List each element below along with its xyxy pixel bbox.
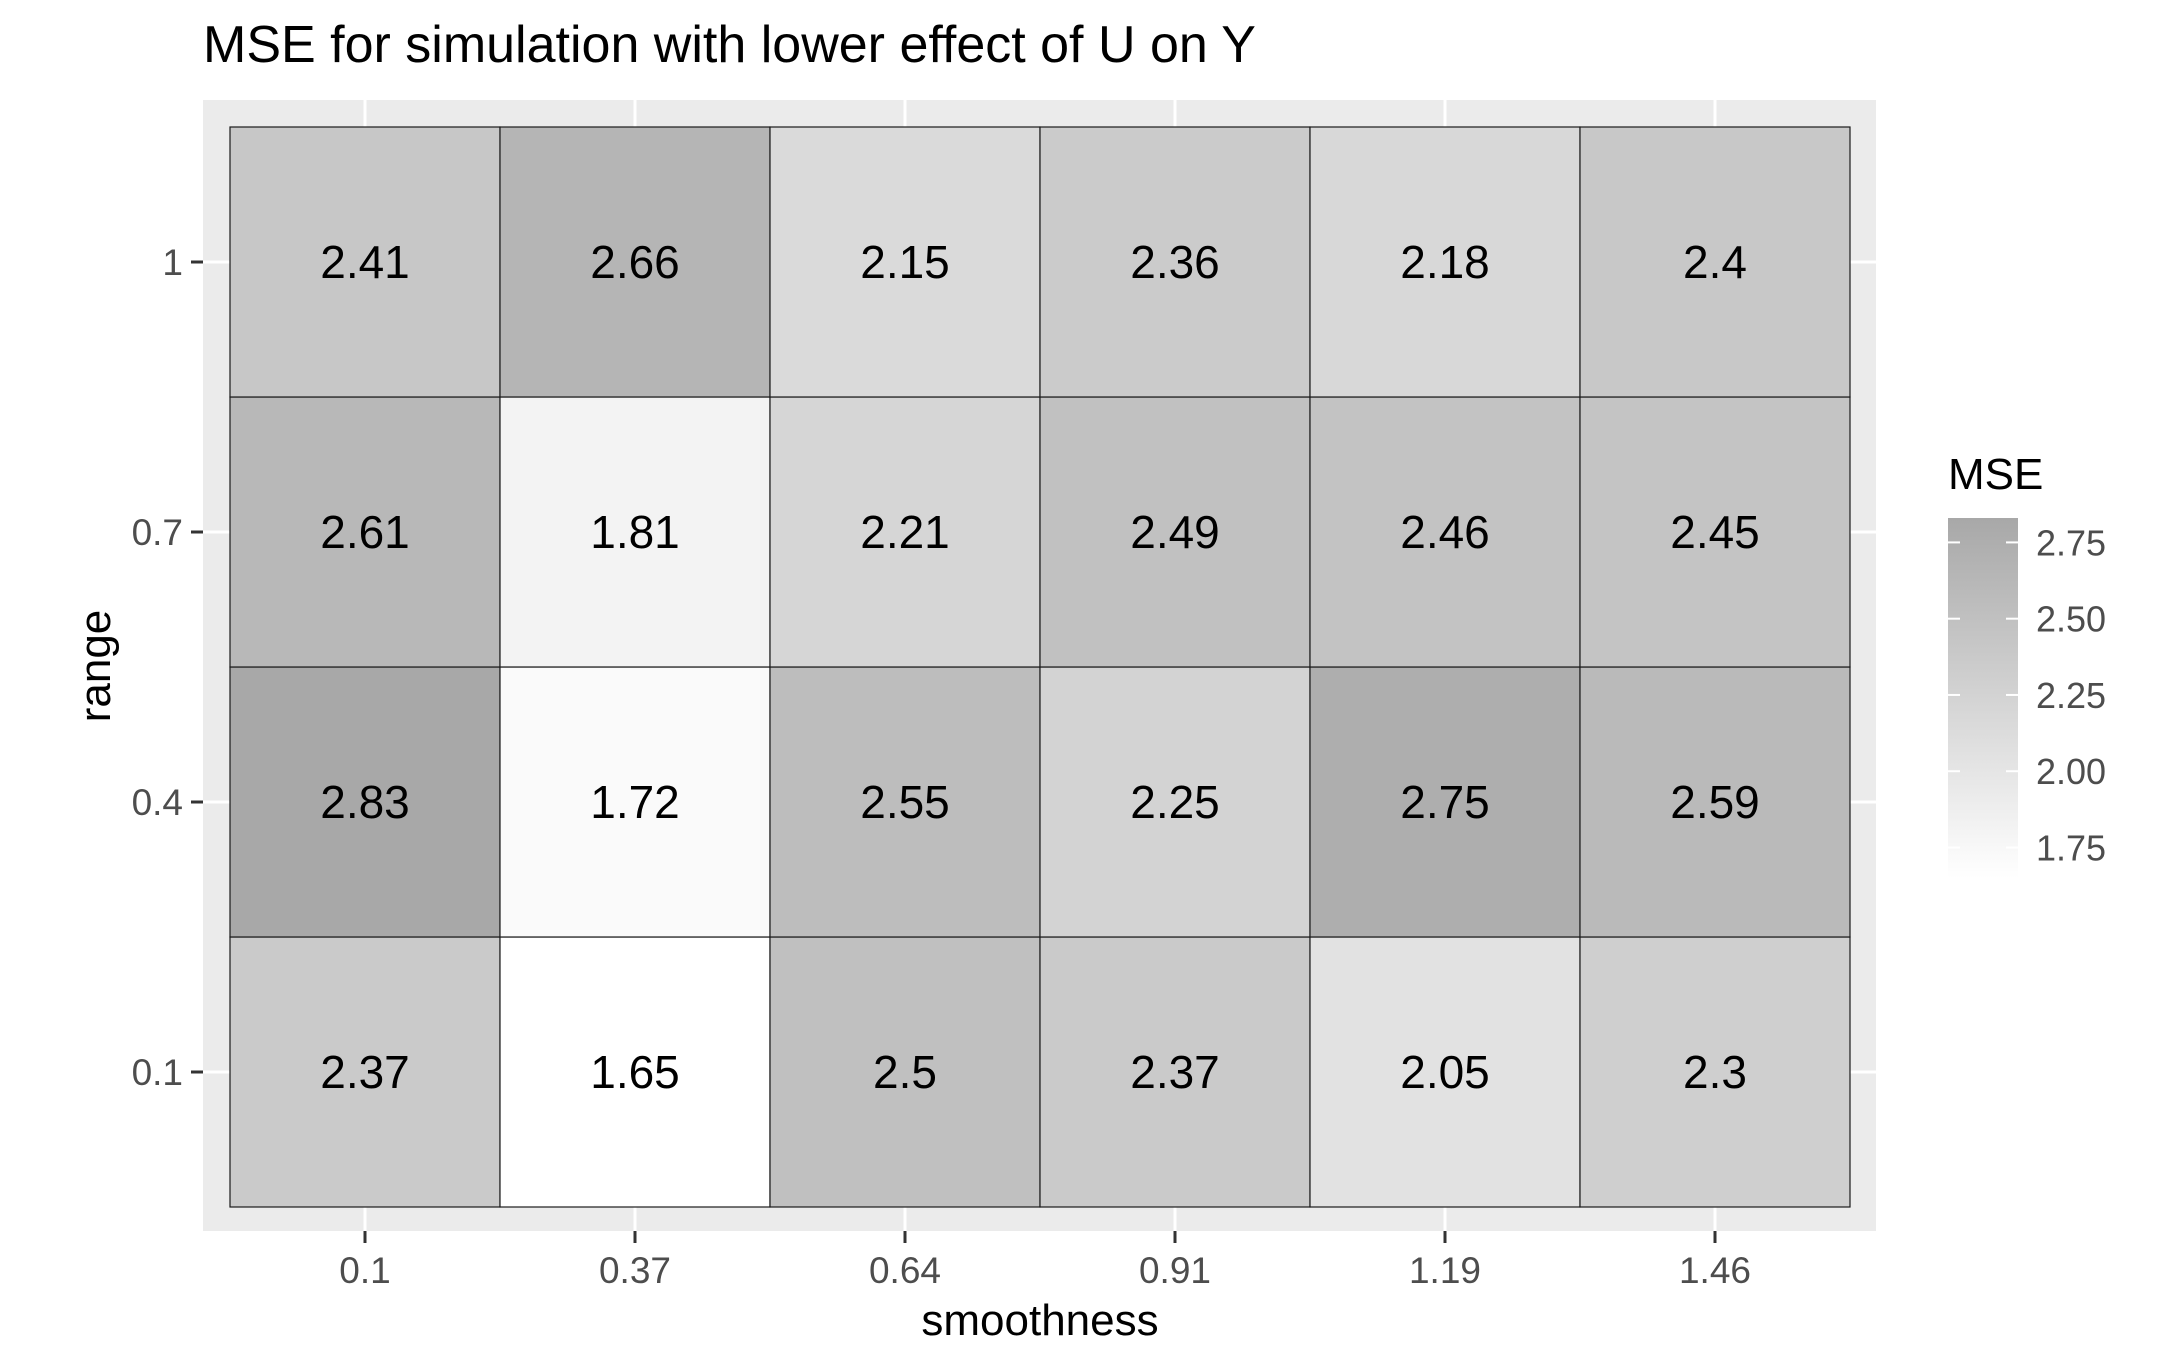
x-tick-label: 0.37 xyxy=(599,1250,671,1291)
cell-value-label: 2.59 xyxy=(1670,776,1760,828)
heatmap-cell xyxy=(1579,936,1851,1208)
cell-value-label: 2.05 xyxy=(1400,1046,1490,1098)
cell-value-label: 2.4 xyxy=(1683,236,1747,288)
heatmap-cell xyxy=(1579,666,1851,938)
cell-value-label: 2.3 xyxy=(1683,1046,1747,1098)
heatmap-cell xyxy=(1039,396,1311,668)
heatmap-cell xyxy=(229,666,501,938)
legend-title: MSE xyxy=(1948,450,2043,499)
heatmap-cell xyxy=(229,126,501,398)
y-tick-label: 0.7 xyxy=(132,512,183,553)
x-axis: 0.1 0.37 0.64 0.91 1.19 1.46 xyxy=(339,1231,1751,1291)
legend-tick-label: 2.00 xyxy=(2036,751,2106,792)
heatmap-cell xyxy=(499,396,771,668)
heatmap-cell xyxy=(769,396,1041,668)
cell-value-label: 2.36 xyxy=(1130,236,1220,288)
heatmap-cell xyxy=(1579,396,1851,668)
y-tick-label: 0.4 xyxy=(132,782,183,823)
legend-ticks: 1.75 2.00 2.25 2.50 2.75 xyxy=(1948,522,2106,868)
cell-value-label: 2.83 xyxy=(320,776,410,828)
heatmap-cell xyxy=(1039,666,1311,938)
heatmap-cell xyxy=(499,936,771,1208)
cell-value-label: 2.37 xyxy=(1130,1046,1220,1098)
cell-value-label: 2.18 xyxy=(1400,236,1490,288)
heatmap-cell xyxy=(229,936,501,1208)
cell-value-label: 2.25 xyxy=(1130,776,1220,828)
chart-title: MSE for simulation with lower effect of … xyxy=(203,16,1256,74)
heatmap-cell xyxy=(229,396,501,668)
cell-labels: 2.37 1.65 2.5 2.37 2.05 2.3 2.83 1.72 2.55 2.25 2.… xyxy=(320,236,1760,1098)
y-tick-label: 1 xyxy=(162,242,183,283)
y-tick-label: 0.1 xyxy=(132,1052,183,1093)
cell-value-label: 2.45 xyxy=(1670,506,1760,558)
cell-value-label: 2.66 xyxy=(590,236,680,288)
heatmap-cell xyxy=(1309,936,1581,1208)
x-tick-label: 1.46 xyxy=(1679,1250,1751,1291)
cell-value-label: 2.61 xyxy=(320,506,410,558)
cell-value-label: 2.15 xyxy=(860,236,950,288)
cell-value-label: 1.81 xyxy=(590,506,680,558)
heatmap-cell xyxy=(1579,126,1851,398)
legend-colorbar xyxy=(1948,518,2018,878)
heatmap-cell xyxy=(1309,126,1581,398)
heatmap-cell xyxy=(499,126,771,398)
cell-value-label: 2.46 xyxy=(1400,506,1490,558)
heatmap-cell xyxy=(769,936,1041,1208)
x-tick-label: 1.19 xyxy=(1409,1250,1481,1291)
cell-value-label: 2.75 xyxy=(1400,776,1490,828)
heatmap-cell xyxy=(1039,936,1311,1208)
heatmap-cell xyxy=(1039,126,1311,398)
cell-value-label: 2.37 xyxy=(320,1046,410,1098)
legend-tick-label: 2.75 xyxy=(2036,522,2106,563)
y-axis: 0.1 0.4 0.7 1 xyxy=(132,242,203,1093)
cell-value-label: 2.21 xyxy=(860,506,950,558)
heatmap-cell xyxy=(769,666,1041,938)
heatmap-cell xyxy=(1309,396,1581,668)
x-tick-label: 0.91 xyxy=(1139,1250,1211,1291)
legend: MSE 1.75 2.00 2.25 2.50 2.75 xyxy=(1948,450,2106,878)
heatmap-tiles xyxy=(229,126,1851,1208)
cell-value-label: 1.72 xyxy=(590,776,680,828)
x-axis-title: smoothness xyxy=(921,1296,1158,1345)
cell-value-label: 2.55 xyxy=(860,776,950,828)
cell-value-label: 2.49 xyxy=(1130,506,1220,558)
cell-value-label: 1.65 xyxy=(590,1046,680,1098)
x-tick-label: 0.1 xyxy=(339,1250,390,1291)
cell-value-label: 2.41 xyxy=(320,236,410,288)
legend-tick-label: 1.75 xyxy=(2036,827,2106,868)
cell-value-label: 2.5 xyxy=(873,1046,937,1098)
legend-tick-label: 2.25 xyxy=(2036,675,2106,716)
legend-tick-label: 2.50 xyxy=(2036,599,2106,640)
y-axis-title: range xyxy=(71,610,120,723)
x-tick-label: 0.64 xyxy=(869,1250,941,1291)
